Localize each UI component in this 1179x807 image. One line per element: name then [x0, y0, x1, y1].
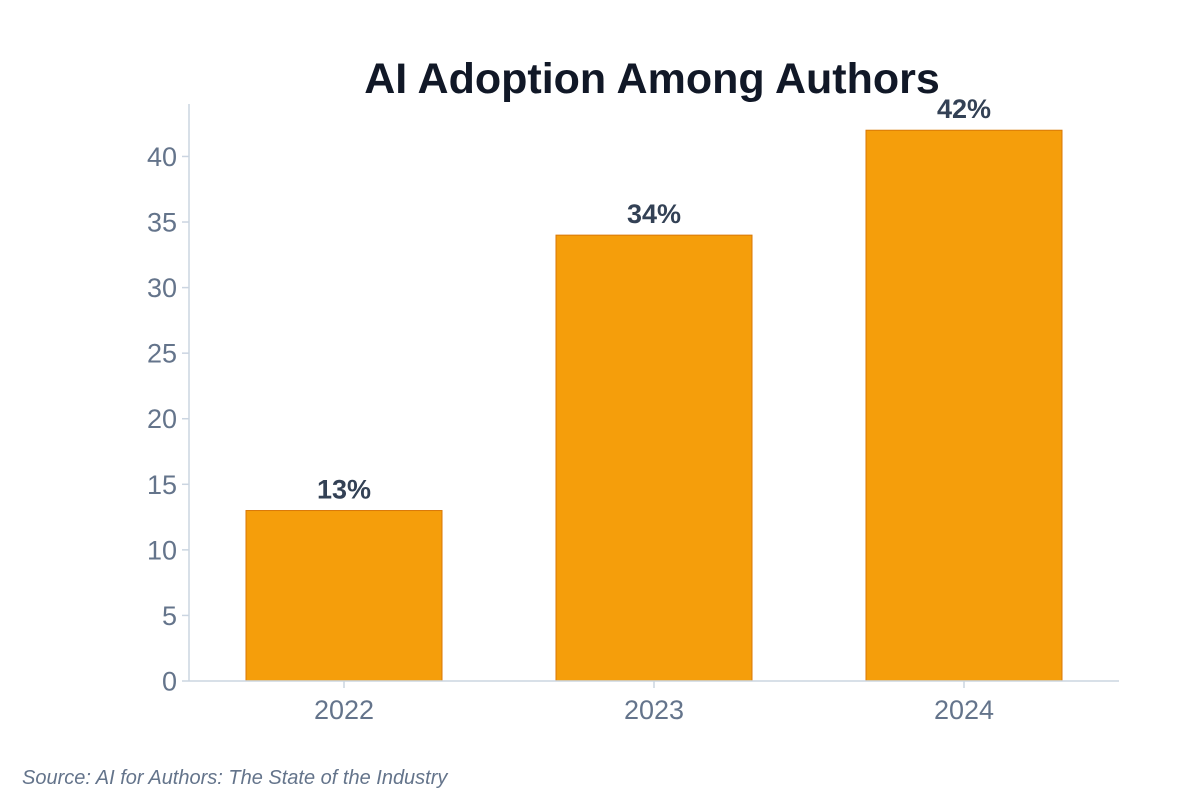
- y-tick-label: 25: [147, 339, 177, 369]
- x-axis-ticks: 2022 2023 2024: [314, 681, 994, 725]
- chart-title: AI Adoption Among Authors: [364, 55, 940, 103]
- y-axis-ticks: 0 5 10 15 20 25 30 35 40: [147, 142, 189, 697]
- bar-2024: [865, 129, 1063, 682]
- bars: [245, 129, 1063, 682]
- y-tick-label: 40: [147, 142, 177, 172]
- y-tick-label: 35: [147, 208, 177, 238]
- y-tick-label: 20: [147, 404, 177, 434]
- y-tick-label: 0: [162, 667, 177, 697]
- y-tick-label: 30: [147, 273, 177, 303]
- x-tick-label: 2024: [934, 695, 994, 725]
- data-label-2023: 34%: [627, 199, 681, 229]
- x-tick-label: 2023: [624, 695, 684, 725]
- x-tick-label: 2022: [314, 695, 374, 725]
- data-label-2024: 42%: [937, 94, 991, 124]
- bar-2023: [555, 234, 753, 682]
- data-label-2022: 13%: [317, 475, 371, 505]
- data-labels: 13% 34% 42%: [317, 94, 991, 504]
- y-tick-label: 15: [147, 470, 177, 500]
- y-tick-label: 10: [147, 535, 177, 565]
- y-tick-label: 5: [162, 601, 177, 631]
- bar-2022: [245, 510, 443, 682]
- source-note: Source: AI for Authors: The State of the…: [22, 767, 448, 789]
